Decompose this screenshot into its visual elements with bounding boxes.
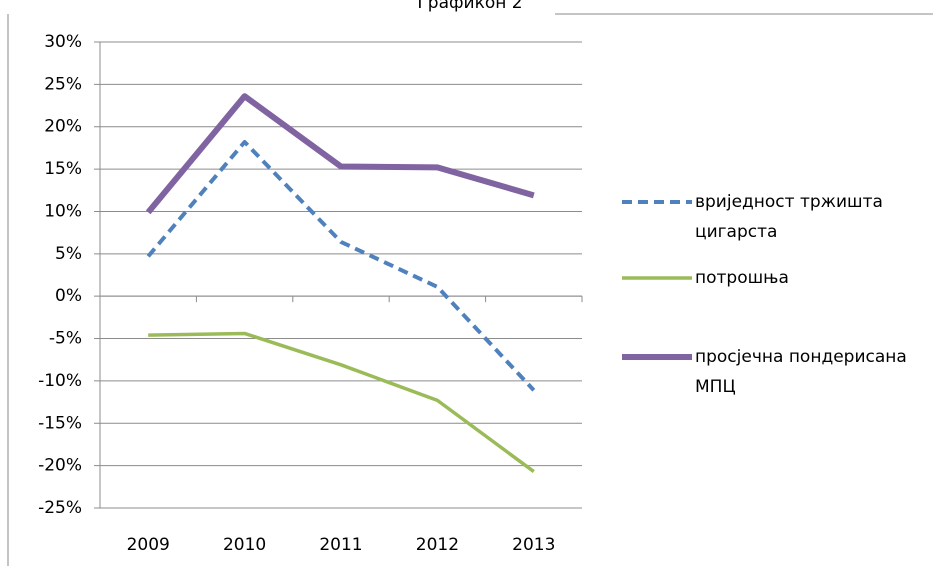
x-tick-label: 2013 bbox=[512, 535, 555, 555]
legend-label: потрошња bbox=[695, 268, 789, 288]
y-tick-label: -25% bbox=[38, 498, 82, 518]
y-tick-label: -5% bbox=[49, 329, 82, 349]
x-tick-label: 2010 bbox=[223, 535, 266, 555]
x-tick-label: 2012 bbox=[416, 535, 459, 555]
series-line bbox=[146, 139, 536, 392]
legend-label: просјечна пондерисана МПЦ bbox=[695, 347, 907, 397]
y-tick-label: -10% bbox=[38, 371, 82, 391]
y-tick-label: -20% bbox=[38, 456, 82, 476]
y-tick-label: -15% bbox=[38, 413, 82, 433]
y-tick-label: 5% bbox=[55, 244, 82, 264]
y-tick-label: 25% bbox=[44, 74, 82, 94]
series-line bbox=[148, 331, 535, 473]
y-tick-label: 15% bbox=[44, 159, 82, 179]
y-tick-label: 0% bbox=[55, 286, 82, 306]
y-tick-label: 20% bbox=[44, 117, 82, 137]
y-tick-label: 10% bbox=[44, 201, 82, 221]
x-tick-label: 2011 bbox=[319, 535, 362, 555]
legend-label: вриједност тржишта цигарста bbox=[695, 192, 883, 242]
series-line bbox=[145, 93, 535, 215]
chart-title: Графикон 2 bbox=[417, 0, 522, 13]
x-tick-label: 2009 bbox=[127, 535, 170, 555]
y-tick-label: 30% bbox=[44, 32, 82, 52]
